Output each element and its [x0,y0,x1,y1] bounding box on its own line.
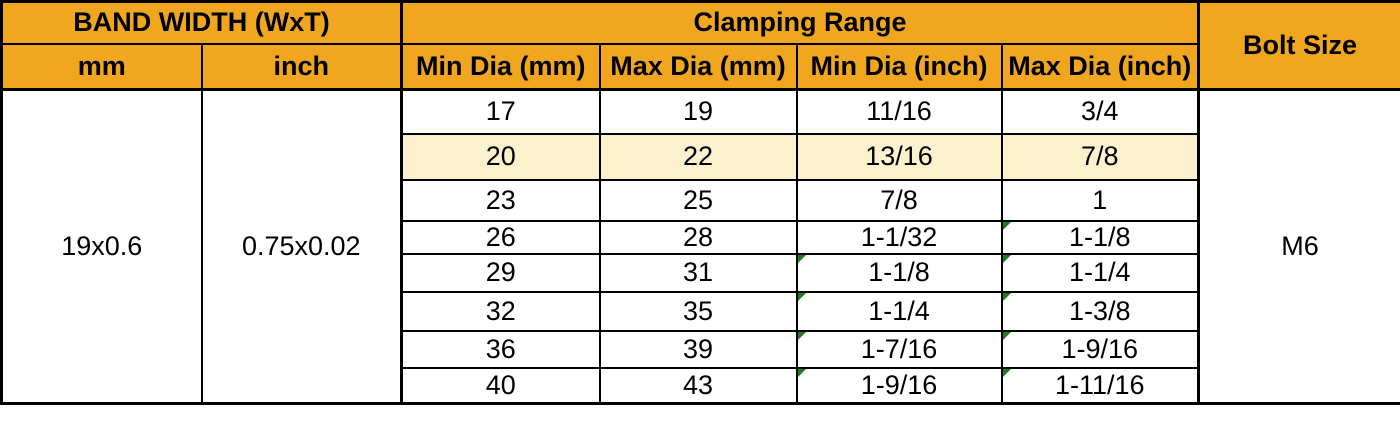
min-dia-mm-cell: 40 [400,366,601,405]
min-dia-mm-cell: 29 [400,252,601,293]
max-dia-inch-cell: 7/8 [1000,132,1200,181]
col-header-max-dia-mm: Max Dia (mm) [598,42,798,91]
cell-corner-flag-icon [1003,222,1011,230]
min-dia-mm-cell: 26 [400,219,601,255]
cell-corner-flag-icon [1003,255,1011,263]
max-dia-mm-cell: 31 [598,252,798,293]
max-dia-inch-cell: 1 [1000,178,1200,222]
min-dia-mm-cell: 17 [400,88,601,135]
min-dia-inch-cell: 7/8 [795,178,1003,222]
min-dia-inch-cell: 1-1/32 [795,219,1003,255]
cell-corner-flag-icon [798,332,806,340]
clamping-range-group-header: Clamping Range [400,0,1200,45]
min-dia-inch-cell: 11/16 [795,88,1003,135]
max-dia-mm-cell: 22 [598,132,798,181]
min-dia-inch-cell: 1-9/16 [795,366,1003,405]
min-dia-mm-cell: 36 [400,329,601,369]
band-width-mm-value: 19x0.6 [0,88,203,405]
max-dia-mm-cell: 25 [598,178,798,222]
header-row-columns: mm inch Min Dia (mm) Max Dia (mm) Min Di… [0,42,1400,91]
cell-corner-flag-icon [1003,369,1011,377]
table-row: 32 35 1-1/4 1-3/8 [2,290,1400,332]
table-row-highlighted: 20 22 13/16 7/8 [2,132,1400,181]
cell-value: 1-1/4 [1069,257,1131,287]
cell-value: 1-9/16 [860,369,938,400]
cell-value: 1-1/4 [868,295,930,326]
band-width-group-header: BAND WIDTH (WxT) [0,0,403,45]
max-dia-inch-cell: 1-1/8 [1000,219,1200,255]
min-dia-inch-cell: 1-1/4 [795,290,1003,332]
bolt-size-value: M6 [1197,88,1400,405]
band-width-inch-value: 0.75x0.02 [200,88,403,405]
table-row: 23 25 7/8 1 [2,178,1400,222]
cell-value: 1-11/16 [1054,369,1145,400]
table-row: 29 31 1-1/8 1-1/4 [2,252,1400,293]
cell-value: 1-9/16 [1061,333,1139,364]
table-row: 26 28 1-1/32 1-1/8 [2,219,1400,255]
col-header-mm: mm [0,42,203,91]
max-dia-mm-cell: 28 [598,219,798,255]
min-dia-inch-cell: 13/16 [795,132,1003,181]
bolt-size-header: Bolt Size [1197,0,1400,91]
band-clamp-spec-table: BAND WIDTH (WxT) Clamping Range Bolt Siz… [0,0,1400,405]
max-dia-inch-cell: 1-1/4 [1000,252,1200,293]
cell-corner-flag-icon [1003,332,1011,340]
table-row: 40 43 1-9/16 1-11/16 [2,366,1400,405]
max-dia-mm-cell: 19 [598,88,798,135]
max-dia-inch-cell: 3/4 [1000,88,1200,135]
min-dia-inch-cell: 1-7/16 [795,329,1003,369]
cell-value: 1-1/8 [868,257,930,287]
max-dia-mm-cell: 43 [598,366,798,405]
cell-corner-flag-icon [798,293,806,301]
cell-corner-flag-icon [798,369,806,377]
max-dia-mm-cell: 39 [598,329,798,369]
max-dia-inch-cell: 1-11/16 [1000,366,1200,405]
cell-corner-flag-icon [798,255,806,263]
col-header-max-dia-inch: Max Dia (inch) [1000,42,1200,91]
col-header-inch: inch [200,42,403,91]
min-dia-mm-cell: 32 [400,290,601,332]
min-dia-inch-cell: 1-1/8 [795,252,1003,293]
col-header-min-dia-mm: Min Dia (mm) [400,42,601,91]
cell-value: 1-1/8 [1069,221,1131,252]
max-dia-inch-cell: 1-3/8 [1000,290,1200,332]
cell-corner-flag-icon [1003,293,1011,301]
min-dia-mm-cell: 20 [400,132,601,181]
table-row: 36 39 1-7/16 1-9/16 [2,329,1400,369]
header-row-groups: BAND WIDTH (WxT) Clamping Range Bolt Siz… [0,0,1400,91]
col-header-min-dia-inch: Min Dia (inch) [795,42,1003,91]
table-row: 19x0.6 0.75x0.02 17 19 11/16 3/4 M6 [0,88,1400,405]
min-dia-mm-cell: 23 [400,178,601,222]
max-dia-inch-cell: 1-9/16 [1000,329,1200,369]
cell-value: 1-7/16 [860,333,938,364]
cell-value: 1-3/8 [1069,295,1131,326]
max-dia-mm-cell: 35 [598,290,798,332]
